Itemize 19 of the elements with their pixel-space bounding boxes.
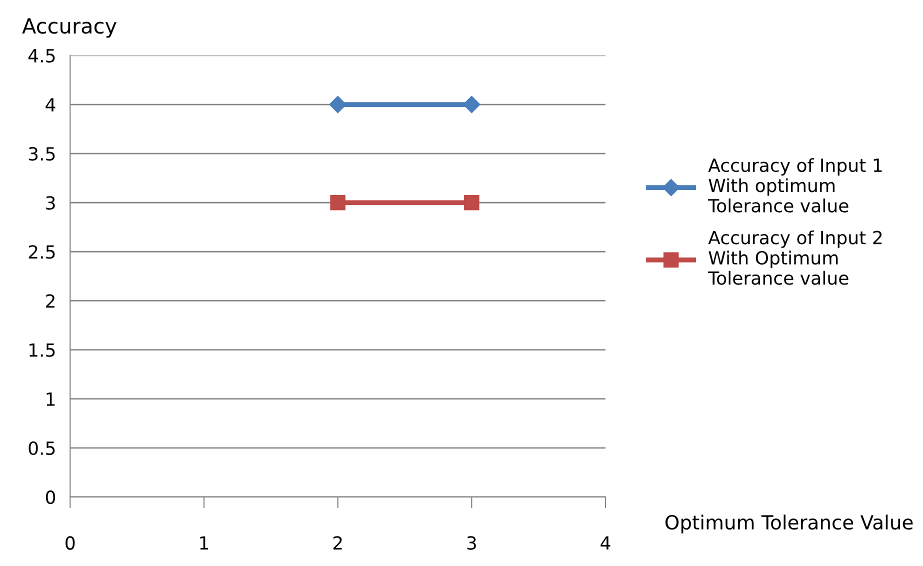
x-tick-label: 3 [467,536,476,550]
x-tick-label: 4 [600,536,610,550]
x-tick-label: 0 [66,536,75,550]
x-tick-label: 1 [200,536,208,550]
y-tick-label: 2.5 [28,245,55,259]
y-tick-label: 0 [46,490,56,504]
x-axis-title: Optimum Tolerance Value [665,514,913,534]
legend-label: Accuracy of Input 1 With optimum Tolerance value [708,158,882,213]
y-tick-label: 4 [46,98,56,112]
y-tick-label: 2 [46,294,54,308]
x-tick-label: 2 [333,536,342,550]
y-tick-label: 3 [46,196,55,210]
y-axis-title: Accuracy [22,18,116,38]
y-tick-label: 1.5 [30,343,55,357]
y-tick-label: 3.5 [28,147,55,161]
y-tick-label: 0.5 [28,441,55,456]
y-tick-label: 4.5 [28,49,55,63]
legend-label: Accuracy of Input 2 With Optimum Tolerance value [708,230,882,285]
y-tick-label: 1 [46,392,55,406]
